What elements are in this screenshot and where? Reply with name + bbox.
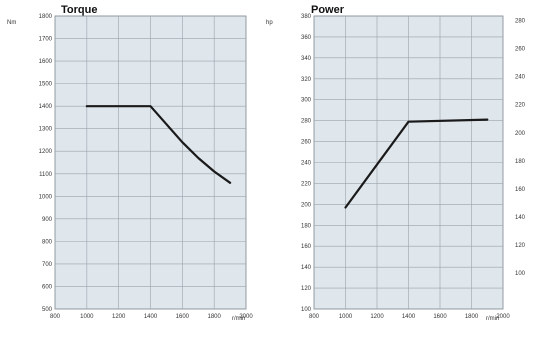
torque-y-tick-label: 1800 (39, 14, 53, 20)
torque-x-tick-label: 1200 (112, 314, 126, 320)
power-y2-tick-label: 120 (515, 243, 526, 249)
power-chart-title: Power (311, 4, 345, 16)
power-x-tick-label: 1600 (433, 314, 447, 320)
power-x-tick-label: 1400 (402, 314, 416, 320)
torque-x-tick-label: 1800 (207, 314, 221, 320)
torque-x-unit: r/min (232, 316, 245, 322)
power-y-unit: hp (266, 20, 273, 26)
power-y-tick-label: 300 (301, 98, 312, 104)
power-x-tick-label: 800 (309, 314, 320, 320)
power-x-tick-label: 2000 (496, 314, 510, 320)
power-y2-tick-label: 280 (515, 18, 526, 24)
torque-y-tick-label: 900 (42, 217, 53, 223)
power-y-tick-label: 160 (301, 244, 312, 250)
power-y2-tick-label: 160 (515, 187, 526, 193)
power-y2-tick-label: 240 (515, 75, 526, 81)
torque-y-tick-label: 1500 (39, 82, 53, 88)
torque-y-tick-label: 1100 (39, 172, 53, 178)
torque-chart: 800 1000 1200 1400 1600 1800 2000 500 600 700 800 9… (7, 4, 253, 322)
torque-x-tick-label: 800 (50, 314, 61, 320)
torque-y-tick-label: 1300 (39, 127, 53, 133)
torque-series-line (85, 105, 232, 184)
power-y-tick-label: 140 (301, 265, 312, 271)
power-x-tick-label: 1800 (465, 314, 479, 320)
power-y-tick-label: 200 (301, 202, 312, 208)
power-y-tick-label: 360 (301, 35, 312, 41)
power-y-tick-label: 280 (301, 119, 312, 125)
torque-x-tick-label: 1600 (176, 314, 190, 320)
power-y-tick-label: 100 (301, 307, 312, 313)
power-y-tick-label: 380 (301, 14, 312, 20)
torque-x-tick-label: 1000 (80, 314, 94, 320)
power-chart: 800 1000 1200 1400 1600 1800 2000 100 120 140 160 1… (266, 4, 526, 322)
power-y-tick-label: 240 (301, 161, 312, 167)
power-x-tick-label: 1000 (339, 314, 353, 320)
torque-y-tick-label: 1200 (39, 149, 53, 155)
torque-y-tick-label: 500 (42, 307, 53, 313)
power-y2-tick-label: 180 (515, 159, 526, 165)
power-y-tick-label: 260 (301, 140, 312, 146)
power-y2-tick-label: 220 (515, 103, 526, 109)
torque-y-tick-label: 1600 (39, 59, 53, 65)
torque-y-tick-label: 700 (42, 262, 53, 268)
torque-y-tick-label: 1000 (39, 194, 53, 200)
power-x-unit: r/min (486, 316, 499, 322)
power-y-tick-label: 220 (301, 181, 312, 187)
torque-x-tick-label: 1400 (144, 314, 158, 320)
torque-y-tick-label: 1700 (39, 37, 53, 43)
torque-y-tick-label: 800 (42, 239, 53, 245)
power-series-line (344, 118, 489, 209)
torque-chart-title: Torque (61, 4, 97, 16)
power-y2-tick-label: 140 (515, 215, 526, 221)
torque-y-tick-label: 600 (42, 284, 53, 290)
power-y-tick-label: 120 (301, 286, 312, 292)
power-y-tick-label: 180 (301, 223, 312, 229)
power-y2-tick-label: 100 (515, 271, 526, 277)
power-y-tick-label: 340 (301, 56, 312, 62)
power-y2-tick-label: 260 (515, 47, 526, 53)
power-y2-tick-label: 200 (515, 131, 526, 137)
power-x-tick-label: 1200 (370, 314, 384, 320)
torque-y-tick-label: 1400 (39, 104, 53, 110)
power-y-tick-label: 320 (301, 77, 312, 83)
torque-x-tick-label: 2000 (239, 314, 253, 320)
torque-y-unit: Nm (7, 20, 16, 26)
